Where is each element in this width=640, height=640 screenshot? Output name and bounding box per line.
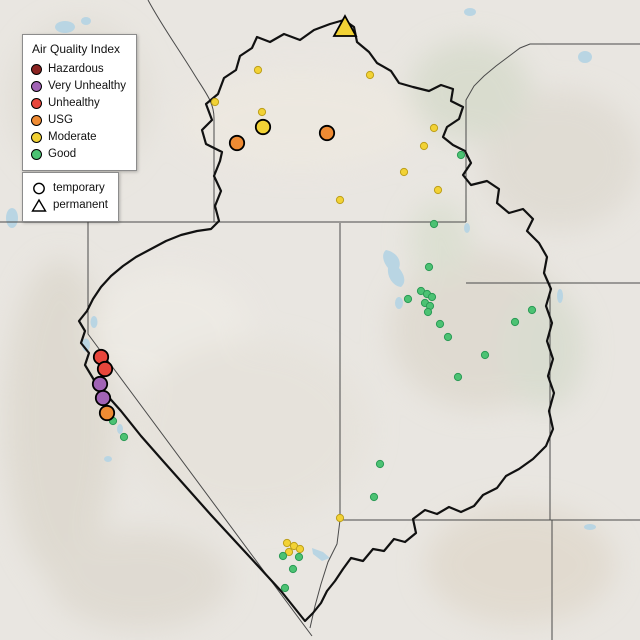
aqi-marker-moderate-circle[interactable] (257, 107, 267, 117)
legend-title: Air Quality Index (32, 42, 121, 56)
shape-legend-item-triangle: permanent (31, 197, 108, 214)
aqi-marker-moderate-circle[interactable] (433, 185, 443, 195)
aqi-marker-good-circle[interactable] (510, 317, 520, 327)
aqi-marker-moderate-circle[interactable] (365, 70, 375, 80)
legend-swatch-unhealthy (31, 98, 42, 109)
aqi-legend-items: Hazardous Very Unhealthy Unhealthy USG Moder… (31, 61, 126, 163)
aqi-marker-good-circle[interactable] (278, 551, 288, 561)
circle-shape-icon (33, 182, 45, 195)
lakes-layer (6, 8, 596, 561)
aqi-marker-usg-circle[interactable] (228, 134, 246, 152)
legend-item-usg: USG (31, 112, 126, 129)
aqi-marker-moderate-circle[interactable] (284, 547, 294, 557)
aqi-marker-good-circle[interactable] (294, 552, 304, 562)
legend-swatch-usg (31, 115, 42, 126)
shape-legend-item-circle: temporary (31, 180, 108, 197)
aqi-marker-moderate-circle[interactable] (429, 123, 439, 133)
legend-item-moderate: Moderate (31, 129, 126, 146)
legend-label: permanent (53, 198, 108, 211)
legend-label: Moderate (48, 130, 97, 143)
aqi-marker-good-circle[interactable] (369, 492, 379, 502)
aqi-marker-unhealthy-circle[interactable] (96, 360, 114, 378)
aqi-marker-good-circle[interactable] (403, 294, 413, 304)
aqi-marker-moderate-circle[interactable] (335, 195, 345, 205)
legend-label: Good (48, 147, 77, 160)
aqi-marker-usg-circle[interactable] (318, 124, 336, 142)
aqi-legend: Air Quality Index Hazardous Very Unhealth… (22, 34, 137, 171)
aqi-marker-good-circle[interactable] (424, 262, 434, 272)
legend-swatch-good (31, 149, 42, 160)
region-boundary (77, 18, 556, 623)
legend-item-good: Good (31, 146, 126, 163)
aqi-marker-good-circle[interactable] (456, 150, 466, 160)
aqi-marker-moderate-triangle[interactable] (332, 14, 358, 37)
aqi-marker-moderate-circle[interactable] (399, 167, 409, 177)
aqi-marker-good-circle[interactable] (427, 292, 437, 302)
legend-item-hazardous: Hazardous (31, 61, 126, 78)
aqi-marker-very_unhealthy-circle[interactable] (91, 375, 109, 393)
aqi-marker-moderate-circle[interactable] (295, 544, 305, 554)
legend-label: Very Unhealthy (48, 79, 126, 92)
legend-swatch-moderate (31, 132, 42, 143)
legend-label: Hazardous (48, 62, 104, 75)
aqi-marker-good-circle[interactable] (527, 305, 537, 315)
aqi-marker-moderate-circle[interactable] (254, 118, 272, 136)
aqi-marker-good-circle[interactable] (423, 307, 433, 317)
aqi-marker-good-circle[interactable] (288, 564, 298, 574)
shape-legend: temporary permanent (22, 172, 119, 222)
legend-swatch-hazardous (31, 64, 42, 75)
legend-item-unhealthy: Unhealthy (31, 95, 126, 112)
aqi-marker-good-circle[interactable] (453, 372, 463, 382)
aqi-marker-moderate-circle[interactable] (253, 65, 263, 75)
aqi-marker-moderate-circle[interactable] (210, 97, 220, 107)
aqi-marker-very_unhealthy-circle[interactable] (94, 389, 112, 407)
aqi-marker-moderate-circle[interactable] (335, 513, 345, 523)
aqi-marker-good-circle[interactable] (435, 319, 445, 329)
legend-swatch-very_unhealthy (31, 81, 42, 92)
shape-legend-items: temporary permanent (31, 180, 108, 214)
legend-label: USG (48, 113, 73, 126)
legend-label: Unhealthy (48, 96, 100, 109)
aqi-marker-good-circle[interactable] (443, 332, 453, 342)
aqi-marker-good-circle[interactable] (375, 459, 385, 469)
aqi-marker-moderate-circle[interactable] (419, 141, 429, 151)
aqi-marker-moderate-circle[interactable] (282, 538, 292, 548)
aqi-marker-good-circle[interactable] (280, 583, 290, 593)
aqi-marker-good-circle[interactable] (480, 350, 490, 360)
aqi-marker-good-circle[interactable] (429, 219, 439, 229)
marker-layer (91, 14, 537, 593)
aqi-marker-usg-circle[interactable] (98, 404, 116, 422)
triangle-shape-icon (31, 198, 47, 212)
legend-label: temporary (53, 181, 105, 194)
legend-item-very_unhealthy: Very Unhealthy (31, 78, 126, 95)
aqi-marker-good-circle[interactable] (119, 432, 129, 442)
